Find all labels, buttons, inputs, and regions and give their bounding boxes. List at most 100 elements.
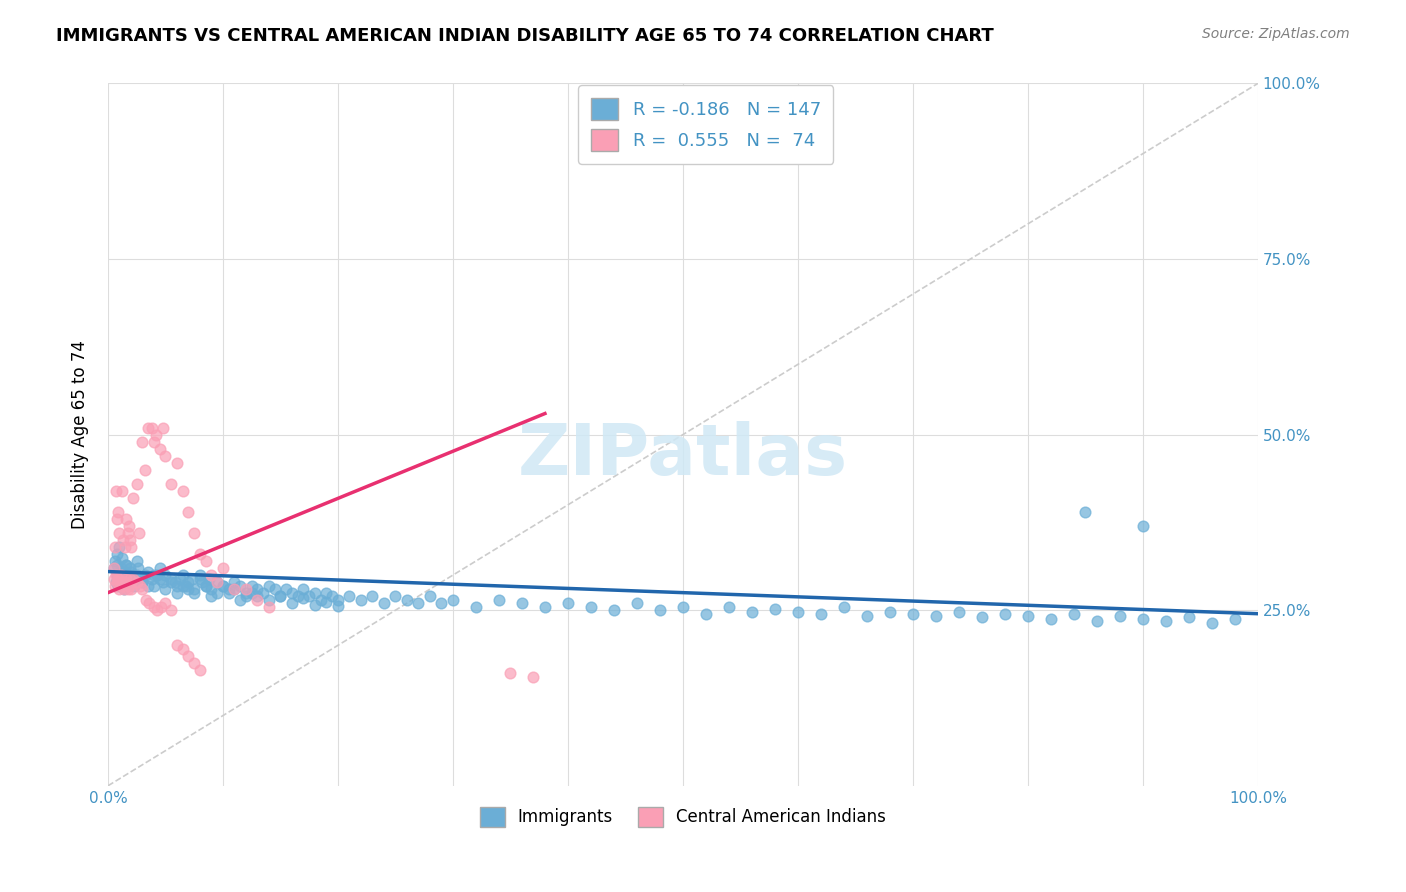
Point (257, 579, 280, 593)
Legend: Immigrants, Central American Indians: Immigrants, Central American Indians (472, 800, 893, 834)
Point (105, 483, 128, 498)
Point (108, 540, 131, 554)
Point (111, 565, 134, 579)
Point (160, 572, 183, 586)
Point (648, 603, 671, 617)
Point (315, 595, 337, 609)
Point (155, 596, 177, 610)
Point (194, 579, 217, 593)
Point (166, 638, 188, 652)
Point (177, 505, 200, 519)
Point (152, 420, 174, 434)
Point (205, 575, 228, 590)
Point (141, 420, 163, 434)
Point (125, 575, 148, 590)
Point (499, 666, 522, 681)
Point (465, 599, 488, 614)
Point (155, 582, 177, 596)
Point (229, 592, 252, 607)
Point (298, 589, 321, 603)
Point (143, 599, 166, 614)
Point (108, 572, 131, 586)
Point (212, 561, 235, 575)
Point (194, 554, 217, 568)
Point (695, 607, 717, 621)
Point (579, 599, 602, 614)
Point (136, 565, 159, 579)
Point (246, 582, 269, 596)
Point (1017, 608, 1039, 623)
Point (107, 579, 129, 593)
Point (111, 550, 134, 565)
Text: Source: ZipAtlas.com: Source: ZipAtlas.com (1202, 27, 1350, 41)
Point (263, 582, 285, 596)
Point (1108, 608, 1130, 623)
Point (149, 572, 172, 586)
Point (281, 585, 304, 599)
Point (534, 599, 557, 614)
Point (155, 449, 177, 463)
Point (408, 596, 430, 610)
Point (111, 579, 134, 593)
Point (112, 582, 135, 596)
Point (174, 579, 197, 593)
Point (160, 603, 183, 617)
Point (292, 591, 315, 605)
Point (557, 596, 579, 610)
Point (110, 561, 132, 575)
Point (304, 598, 326, 612)
Point (160, 575, 183, 590)
Point (200, 582, 222, 596)
Point (120, 565, 142, 579)
Point (326, 599, 349, 613)
Point (1154, 614, 1177, 628)
Point (104, 554, 127, 568)
Point (1132, 519, 1154, 533)
Point (107, 505, 129, 519)
Point (172, 568, 194, 582)
Point (205, 575, 228, 590)
Point (108, 582, 131, 596)
Point (177, 648, 200, 663)
Point (143, 579, 166, 593)
Point (786, 605, 808, 619)
Point (522, 670, 544, 684)
Point (134, 568, 156, 582)
Point (212, 579, 235, 593)
Point (246, 589, 269, 603)
Point (114, 565, 136, 579)
Point (120, 540, 142, 554)
Point (122, 572, 145, 586)
Point (105, 575, 128, 590)
Point (309, 592, 332, 607)
Point (118, 519, 141, 533)
Point (114, 575, 136, 590)
Point (128, 525, 150, 540)
Point (188, 547, 211, 561)
Point (183, 585, 205, 599)
Point (163, 575, 186, 590)
Point (198, 572, 221, 586)
Point (105, 575, 128, 590)
Point (321, 589, 343, 603)
Point (120, 582, 142, 596)
Point (117, 525, 139, 540)
Point (218, 582, 240, 596)
Point (240, 585, 263, 599)
Point (166, 585, 188, 599)
Point (149, 442, 172, 456)
Point (118, 575, 141, 590)
Point (145, 427, 167, 442)
Point (994, 607, 1017, 621)
Y-axis label: Disability Age 65 to 74: Disability Age 65 to 74 (72, 340, 89, 529)
Point (281, 596, 304, 610)
Point (135, 592, 157, 607)
Point (155, 568, 177, 582)
Point (118, 561, 141, 575)
Point (224, 575, 246, 590)
Point (122, 572, 145, 586)
Point (125, 568, 148, 582)
Point (218, 585, 240, 599)
Point (125, 476, 148, 491)
Point (117, 582, 139, 596)
